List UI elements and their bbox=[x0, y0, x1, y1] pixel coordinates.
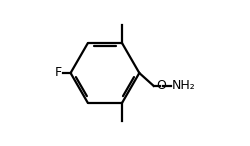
Text: F: F bbox=[55, 66, 62, 80]
Text: O: O bbox=[156, 79, 166, 92]
Text: NH₂: NH₂ bbox=[172, 79, 195, 92]
